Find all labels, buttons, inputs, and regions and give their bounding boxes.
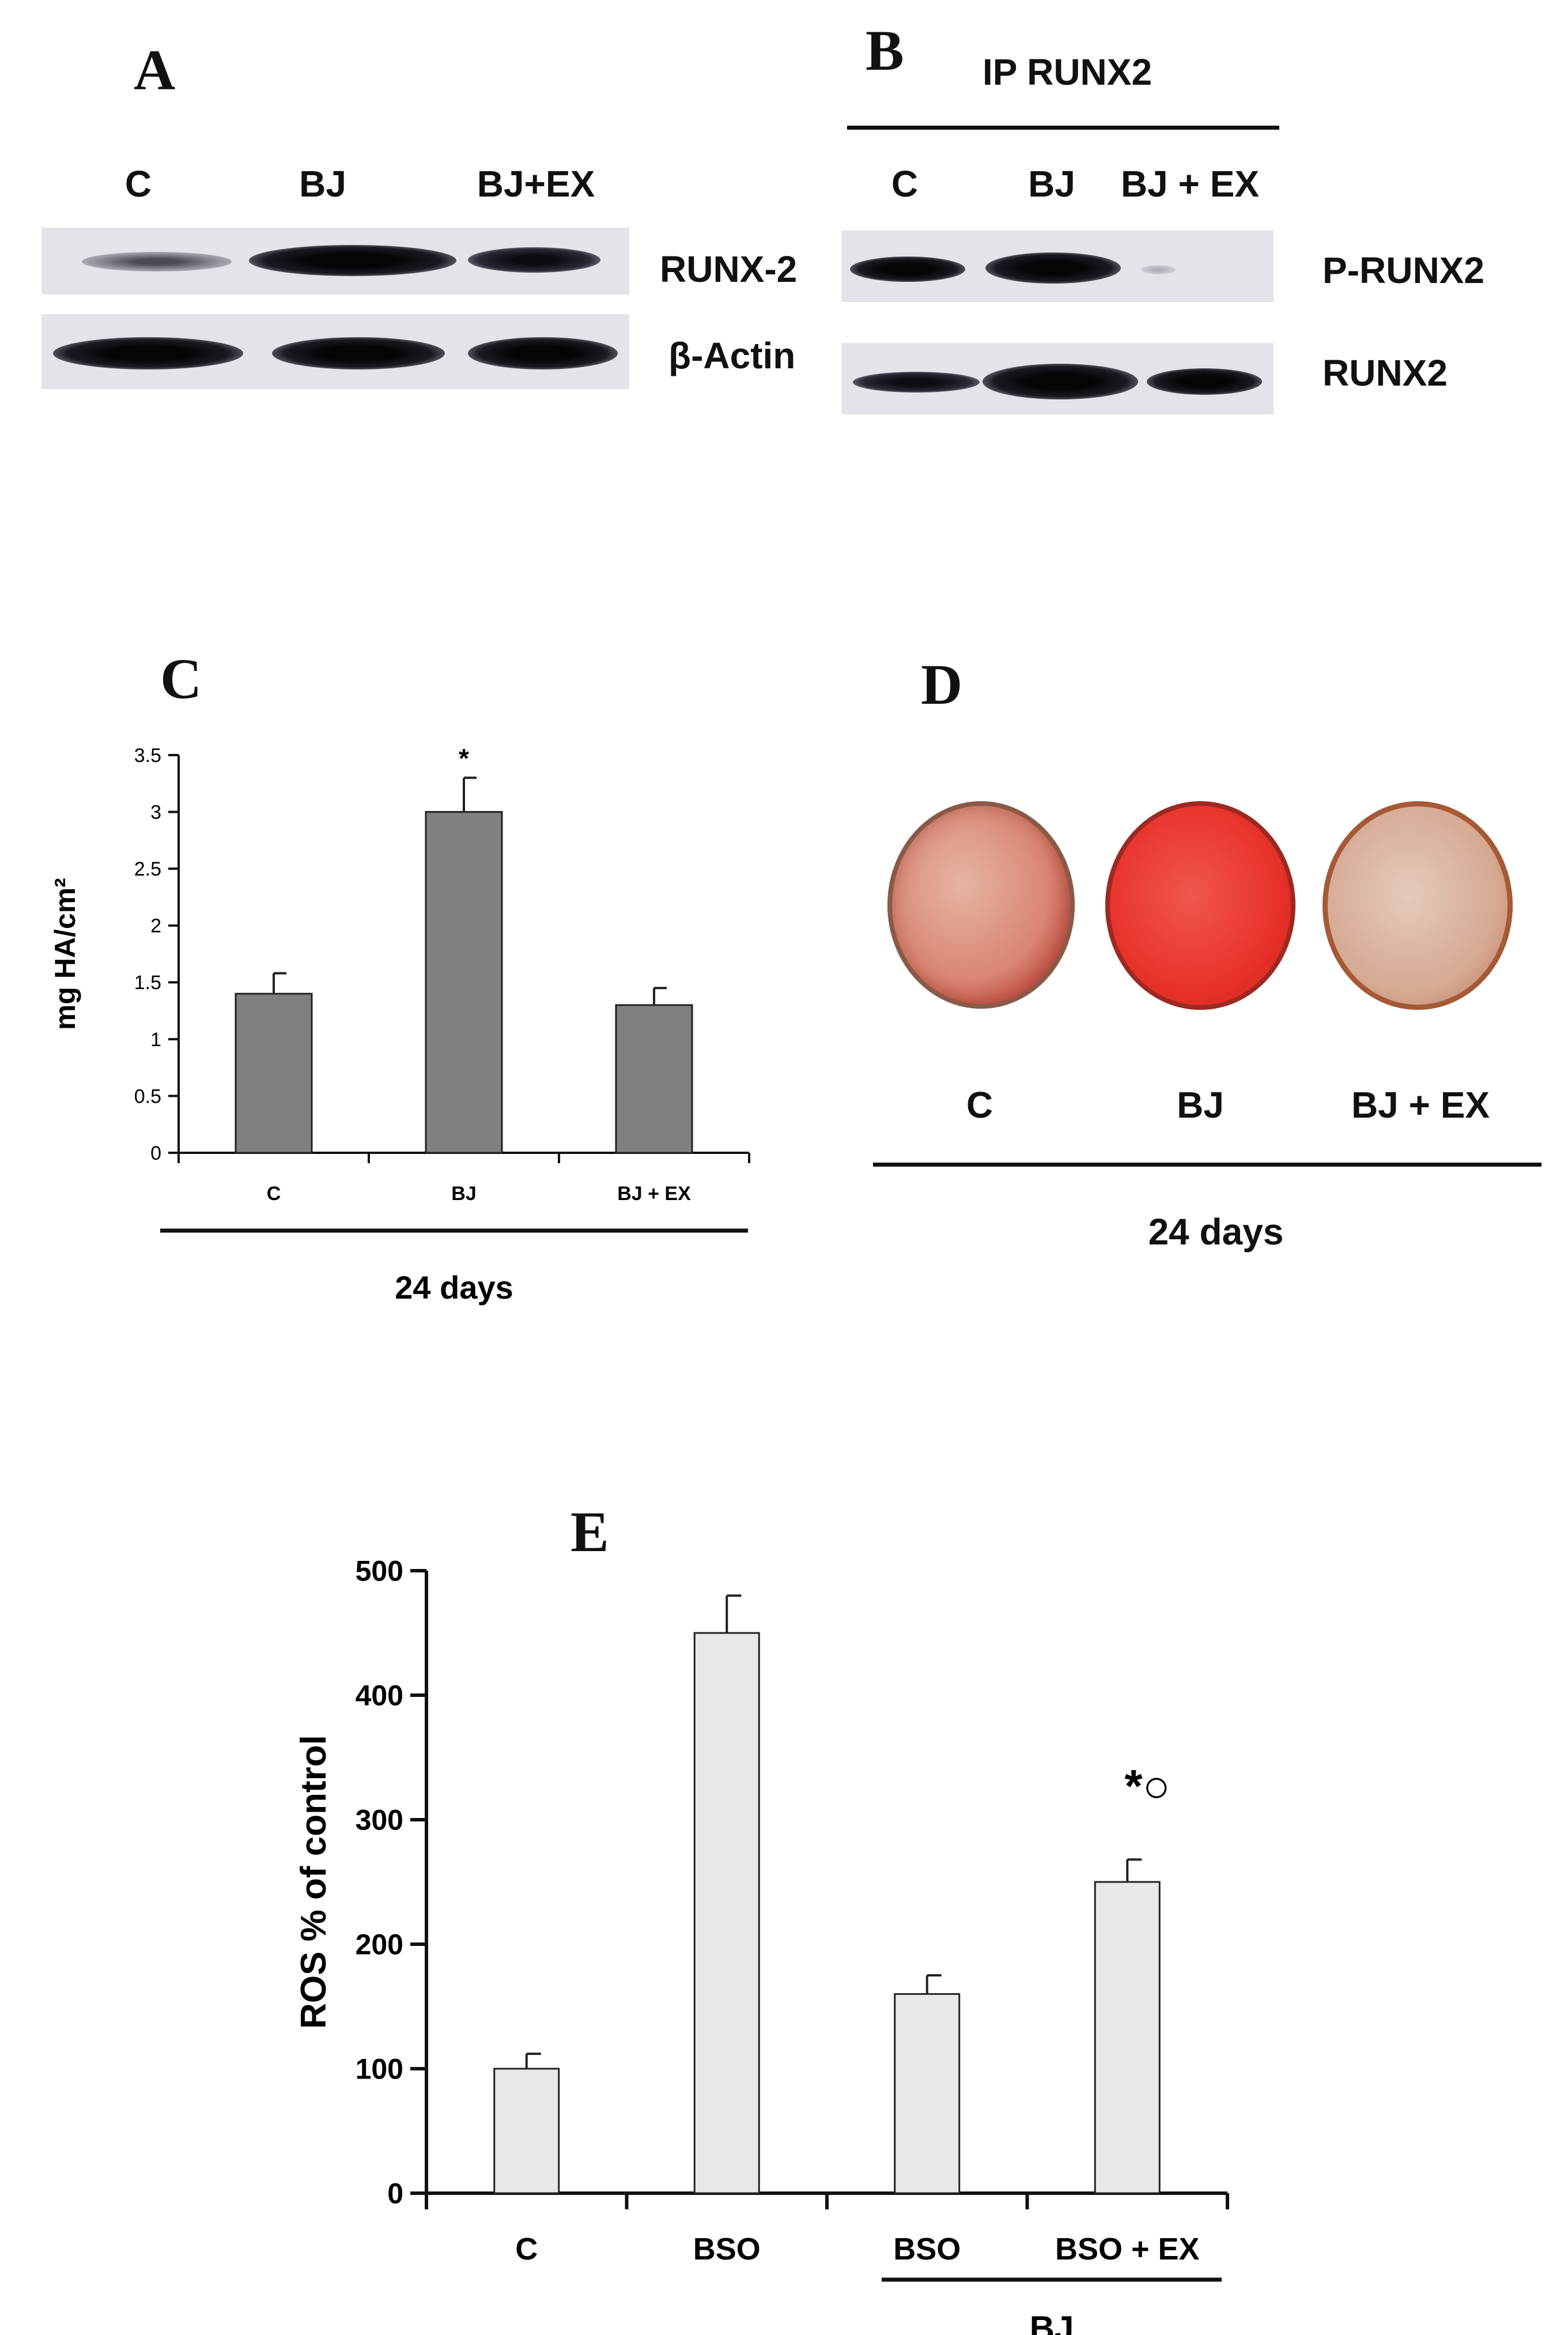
bar-3 [894, 1993, 961, 2194]
chart-e: 0 100 200 300 400 500 C BSO BSO *○ BSO + EX ROS % o… [294, 1555, 1229, 2335]
y-axis-title: mg HA/cm² [49, 878, 81, 1030]
blot-a-runx2-label: RUNX-2 [660, 248, 798, 290]
blot-b-p-runx2-label: P-RUNX2 [1323, 250, 1484, 291]
panel-e-letter: E [570, 1500, 609, 1564]
panel-b-lane-c: C [891, 163, 919, 205]
panel-b-header-line [847, 126, 1279, 130]
category-label: BSO [893, 2232, 961, 2266]
blot-b-runx2 [841, 343, 1274, 414]
panel-a-letter: A [134, 38, 176, 102]
chart-c: 0 0.5 1 1.5 2 2.5 3 3.5 C * BJ BJ + EX mg HA/cm² 24 d… [49, 743, 750, 1306]
group-label: 24 days [395, 1269, 513, 1306]
dish-bjex-label: BJ + EX [1351, 1084, 1490, 1126]
significance-marker: *○ [1125, 1760, 1170, 1812]
bar-2 [425, 811, 503, 1154]
y-tick-label: 300 [356, 1804, 403, 1836]
panel-b-letter: B [866, 18, 904, 82]
y-tick-label: 3 [150, 801, 161, 823]
dish-c [887, 801, 1075, 1009]
dish-bj [1105, 801, 1295, 1010]
blot-a-runx2 [41, 228, 629, 295]
category-label: BSO + EX [1055, 2232, 1200, 2266]
panel-d-group-label: 24 days [1148, 1211, 1284, 1253]
blot-a-actin-label: β-Actin [668, 335, 796, 376]
panel-d-letter: D [921, 652, 963, 716]
bar-3 [615, 1004, 693, 1154]
panel-b-lane-bj: BJ [1028, 163, 1075, 205]
y-tick-label: 0.5 [134, 1085, 161, 1107]
y-tick-label: 400 [356, 1680, 403, 1712]
panel-d-group-line [873, 1163, 1541, 1167]
y-tick-label: 2.5 [134, 858, 161, 880]
panel-b-header: IP RUNX2 [983, 51, 1153, 93]
panel-b-lane-bjex: BJ + EX [1120, 163, 1260, 205]
panel-a-lane-bjex: BJ+EX [477, 163, 595, 205]
bar-2 [693, 1632, 760, 2194]
group-label: BJ [1030, 2309, 1074, 2335]
panel-a-lane-bj: BJ [299, 163, 346, 205]
bar-1 [493, 2068, 560, 2194]
y-tick-label: 3.5 [134, 745, 161, 767]
y-tick-label: 0 [387, 2178, 403, 2210]
bar-1 [235, 993, 313, 1154]
category-label: C [267, 1183, 281, 1205]
blot-b-p-runx2 [841, 231, 1274, 302]
category-label: BJ + EX [617, 1183, 691, 1205]
y-tick-label: 200 [356, 1929, 403, 1961]
y-tick-label: 1.5 [134, 972, 161, 994]
category-label: BJ [451, 1183, 476, 1205]
y-axis-title: ROS % of control [294, 1735, 334, 2029]
category-label: C [515, 2232, 538, 2266]
y-tick-label: 500 [356, 1555, 403, 1587]
category-label: BSO [693, 2232, 761, 2266]
dish-bj-label: BJ [1177, 1084, 1224, 1126]
y-tick-label: 1 [150, 1029, 161, 1051]
blot-a-actin [41, 314, 629, 389]
panel-c-letter: C [160, 647, 202, 711]
y-tick-label: 2 [150, 915, 161, 937]
y-tick-label: 0 [150, 1142, 161, 1164]
dish-c-label: C [966, 1084, 993, 1126]
blot-b-runx2-label: RUNX2 [1323, 352, 1448, 394]
significance-marker: * [459, 743, 469, 773]
dish-bjex [1323, 801, 1513, 1010]
bar-4 [1094, 1881, 1161, 2194]
panel-a-lane-c: C [124, 163, 152, 205]
y-tick-label: 100 [356, 2053, 403, 2085]
